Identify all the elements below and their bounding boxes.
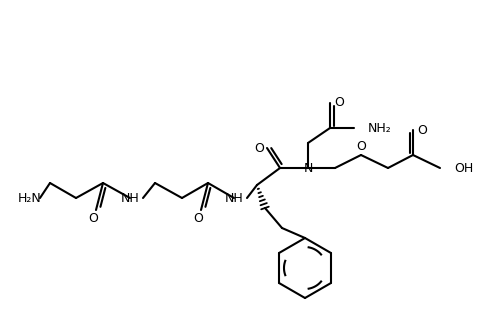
Text: NH: NH <box>225 192 244 204</box>
Text: O: O <box>334 96 344 110</box>
Text: OH: OH <box>454 161 473 175</box>
Text: H₂N: H₂N <box>18 192 42 204</box>
Text: O: O <box>88 213 98 225</box>
Text: NH: NH <box>121 192 139 204</box>
Text: NH₂: NH₂ <box>368 122 392 134</box>
Text: N: N <box>303 161 313 175</box>
Text: O: O <box>193 213 203 225</box>
Text: O: O <box>356 140 366 154</box>
Text: O: O <box>417 123 427 137</box>
Text: O: O <box>254 142 264 154</box>
